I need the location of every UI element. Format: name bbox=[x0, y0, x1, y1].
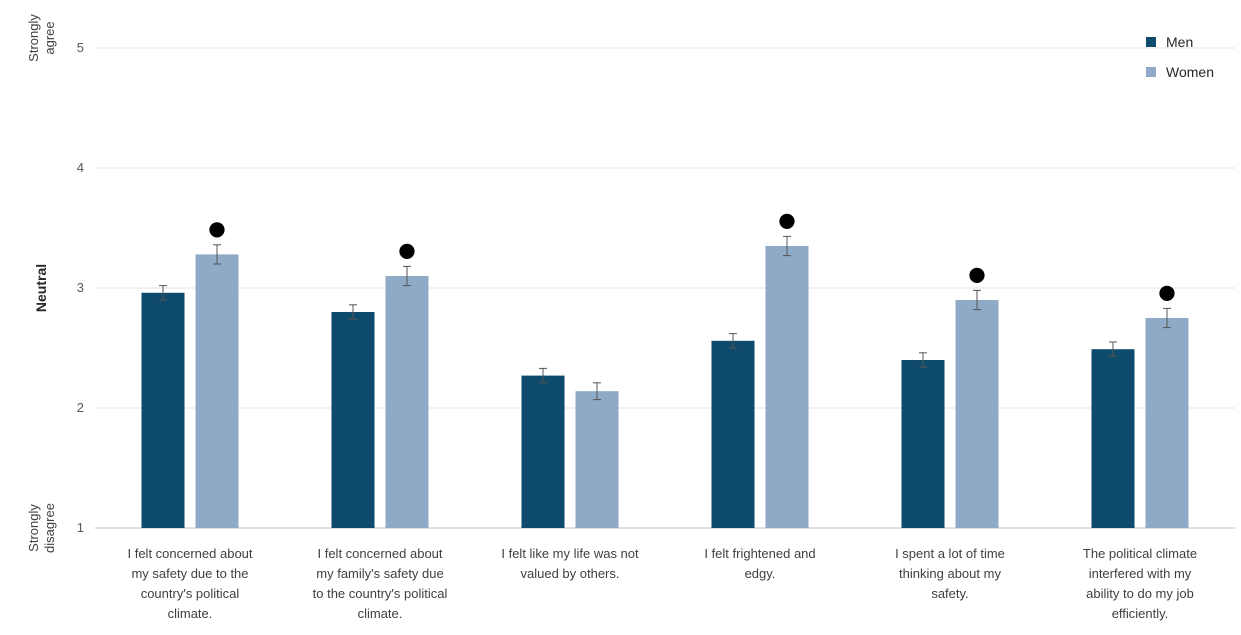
bar-women bbox=[955, 300, 999, 528]
y-anchor-label: agree bbox=[42, 21, 57, 54]
category-label: climate. bbox=[168, 606, 213, 621]
category-label: country's political bbox=[141, 586, 240, 601]
y-tick-labels: 1 2 3 4 5 bbox=[77, 40, 84, 535]
category-label: edgy. bbox=[745, 566, 776, 581]
category-label: to the country's political bbox=[313, 586, 448, 601]
category-label: ability to do my job bbox=[1086, 586, 1194, 601]
error-bars bbox=[159, 235, 1171, 401]
category-labels: I felt concerned about my safety due to t… bbox=[127, 546, 1197, 621]
category-label: climate. bbox=[358, 606, 403, 621]
significance-marker: ● bbox=[208, 216, 225, 240]
category-label: efficiently. bbox=[1112, 606, 1169, 621]
bar-men bbox=[711, 340, 755, 528]
category-label: valued by others. bbox=[520, 566, 619, 581]
legend-swatch-men bbox=[1146, 37, 1156, 47]
category-label: safety. bbox=[931, 586, 968, 601]
legend-swatch-women bbox=[1146, 67, 1156, 77]
y-tick-label: 5 bbox=[77, 40, 84, 55]
legend-label-women: Women bbox=[1166, 64, 1214, 80]
significance-marker: ● bbox=[778, 207, 795, 231]
legend-label-men: Men bbox=[1166, 34, 1193, 50]
category-label: my family's safety due bbox=[316, 566, 443, 581]
significance-marker: ● bbox=[968, 261, 985, 285]
significance-markers: ● ● ● ● ● bbox=[208, 207, 1175, 303]
y-tick-label: 3 bbox=[77, 280, 84, 295]
category-label: thinking about my bbox=[899, 566, 1001, 581]
category-label: my safety due to the bbox=[131, 566, 248, 581]
category-label: I felt like my life was not bbox=[501, 546, 639, 561]
y-anchor-label: Neutral bbox=[33, 264, 49, 312]
gridlines bbox=[95, 47, 1235, 529]
legend: Men Women bbox=[1146, 34, 1214, 80]
category-label: I felt concerned about bbox=[317, 546, 442, 561]
bar-men bbox=[141, 292, 185, 528]
significance-marker: ● bbox=[1158, 279, 1175, 303]
y-tick-label: 1 bbox=[77, 520, 84, 535]
category-label: I felt concerned about bbox=[127, 546, 252, 561]
y-tick-label: 4 bbox=[77, 160, 84, 175]
y-anchor-label: disagree bbox=[42, 503, 57, 553]
category-label: The political climate bbox=[1083, 546, 1197, 561]
bar-men bbox=[1091, 349, 1135, 528]
y-anchor-label: Strongly bbox=[26, 14, 41, 62]
bar-women bbox=[385, 276, 429, 528]
bars bbox=[141, 246, 1189, 528]
y-tick-label: 2 bbox=[77, 400, 84, 415]
y-anchor-label: Strongly bbox=[26, 504, 41, 552]
bar-women bbox=[195, 254, 239, 528]
bar-men bbox=[331, 312, 375, 528]
category-label: I spent a lot of time bbox=[895, 546, 1005, 561]
bar-women bbox=[765, 246, 809, 528]
bar-men bbox=[901, 360, 945, 528]
significance-marker: ● bbox=[398, 237, 415, 261]
category-label: I felt frightened and bbox=[704, 546, 815, 561]
bar-women bbox=[1145, 318, 1189, 528]
bar-women bbox=[575, 391, 619, 528]
category-label: interfered with my bbox=[1089, 566, 1192, 581]
bar-men bbox=[521, 375, 565, 528]
